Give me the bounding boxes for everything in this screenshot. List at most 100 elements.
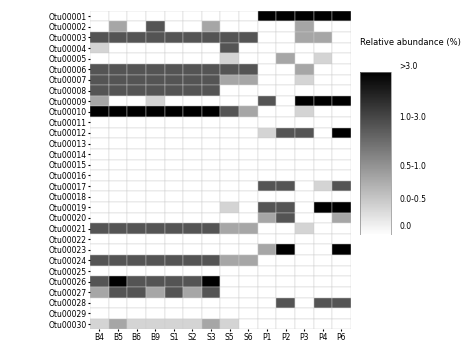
- Bar: [128, 106, 146, 117]
- Bar: [220, 319, 239, 329]
- Bar: [332, 276, 351, 287]
- Bar: [295, 11, 313, 21]
- Bar: [360, 127, 391, 128]
- Bar: [258, 85, 276, 96]
- Bar: [360, 182, 391, 183]
- Bar: [313, 75, 332, 85]
- Bar: [109, 181, 128, 191]
- Bar: [128, 266, 146, 276]
- Bar: [332, 117, 351, 128]
- Bar: [109, 266, 128, 276]
- Bar: [202, 223, 220, 234]
- Bar: [360, 73, 391, 74]
- Bar: [360, 82, 391, 83]
- Bar: [258, 32, 276, 43]
- Bar: [146, 234, 164, 244]
- Bar: [360, 204, 391, 205]
- Bar: [202, 138, 220, 149]
- Bar: [128, 64, 146, 75]
- Bar: [90, 212, 109, 223]
- Bar: [128, 21, 146, 32]
- Bar: [220, 160, 239, 170]
- Bar: [109, 43, 128, 53]
- Bar: [360, 97, 391, 98]
- Bar: [332, 21, 351, 32]
- Bar: [258, 106, 276, 117]
- Bar: [360, 205, 391, 206]
- Bar: [258, 96, 276, 106]
- Bar: [313, 106, 332, 117]
- Bar: [258, 75, 276, 85]
- Bar: [164, 96, 183, 106]
- Bar: [360, 151, 391, 152]
- Bar: [128, 223, 146, 234]
- Bar: [276, 191, 295, 202]
- Bar: [164, 53, 183, 64]
- Bar: [109, 128, 128, 138]
- Bar: [295, 287, 313, 298]
- Bar: [360, 198, 391, 199]
- Bar: [360, 163, 391, 164]
- Bar: [360, 119, 391, 120]
- Bar: [360, 223, 391, 224]
- Bar: [360, 83, 391, 84]
- Bar: [295, 308, 313, 319]
- Bar: [239, 149, 258, 160]
- Bar: [360, 113, 391, 114]
- Bar: [276, 138, 295, 149]
- Bar: [146, 53, 164, 64]
- Bar: [360, 207, 391, 208]
- Bar: [164, 85, 183, 96]
- Bar: [360, 115, 391, 117]
- Bar: [220, 32, 239, 43]
- Bar: [360, 109, 391, 110]
- Bar: [360, 211, 391, 212]
- Bar: [202, 287, 220, 298]
- Bar: [360, 150, 391, 151]
- Bar: [183, 160, 202, 170]
- Bar: [183, 85, 202, 96]
- Bar: [220, 266, 239, 276]
- Bar: [332, 298, 351, 308]
- Bar: [146, 106, 164, 117]
- Bar: [128, 234, 146, 244]
- Bar: [90, 106, 109, 117]
- Bar: [360, 158, 391, 159]
- Bar: [276, 43, 295, 53]
- Bar: [360, 134, 391, 135]
- Bar: [360, 197, 391, 198]
- Bar: [313, 53, 332, 64]
- Bar: [313, 191, 332, 202]
- Bar: [360, 79, 391, 80]
- Bar: [332, 202, 351, 212]
- Bar: [183, 234, 202, 244]
- Bar: [164, 117, 183, 128]
- Bar: [220, 255, 239, 266]
- Bar: [128, 128, 146, 138]
- Bar: [202, 53, 220, 64]
- Bar: [128, 85, 146, 96]
- Bar: [202, 117, 220, 128]
- Bar: [313, 255, 332, 266]
- Bar: [360, 136, 391, 137]
- Bar: [128, 255, 146, 266]
- Bar: [258, 308, 276, 319]
- Bar: [360, 226, 391, 227]
- Bar: [276, 181, 295, 191]
- Bar: [360, 173, 391, 174]
- Bar: [360, 93, 391, 94]
- Bar: [146, 21, 164, 32]
- Bar: [90, 234, 109, 244]
- Bar: [164, 32, 183, 43]
- Bar: [164, 319, 183, 329]
- Bar: [109, 298, 128, 308]
- Bar: [360, 232, 391, 233]
- Bar: [183, 319, 202, 329]
- Bar: [360, 95, 391, 96]
- Bar: [276, 287, 295, 298]
- Bar: [220, 181, 239, 191]
- Bar: [360, 106, 391, 107]
- Bar: [360, 137, 391, 138]
- Bar: [164, 106, 183, 117]
- Bar: [276, 298, 295, 308]
